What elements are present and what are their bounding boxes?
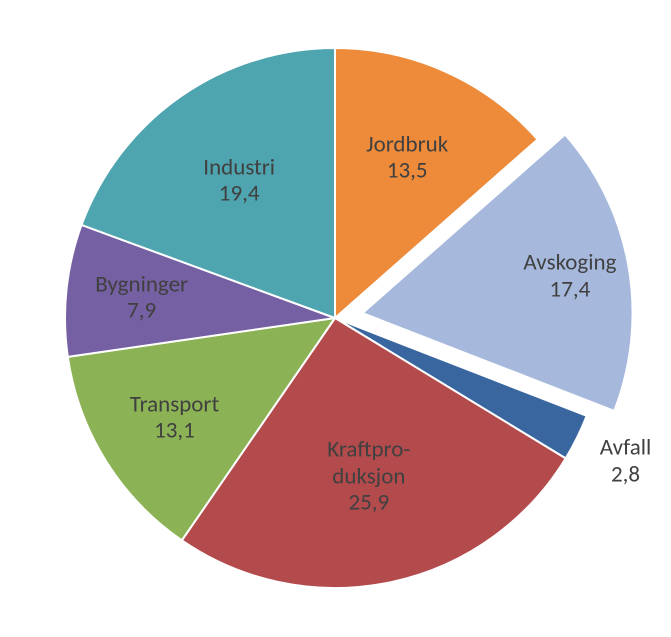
pie-slice-label: Avfall2,8: [600, 435, 652, 488]
pie-slice-label: Transport13,1: [130, 391, 219, 444]
pie-slice-label: Jordbruk13,5: [366, 132, 448, 185]
pie-slice-label: Avskoging17,4: [523, 250, 616, 303]
pie-slice-label: Kraftpro-duksjon25,9: [327, 437, 410, 516]
pie-slice-label: Industri19,4: [203, 154, 275, 207]
pie-slice-label: Bygninger7,9: [95, 271, 188, 324]
pie-chart: Jordbruk13,5 Avskoging17,4 Avfall2,8 Kraftp…: [0, 0, 671, 637]
